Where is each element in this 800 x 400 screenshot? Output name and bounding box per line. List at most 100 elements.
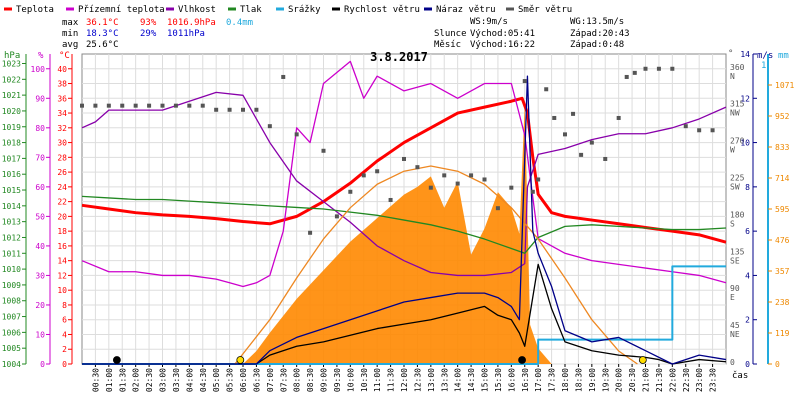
smer-vetru-point: [697, 128, 702, 133]
smer-vetru-point: [361, 173, 366, 178]
smer-vetru-point: [415, 165, 420, 170]
humidity-tick-label: 0: [40, 360, 45, 369]
stat-temp-avg: 25.6°C: [86, 40, 119, 50]
wind-tick-label: 10: [740, 139, 750, 148]
x-tick-label: 10:00: [346, 368, 355, 392]
event-marker: [518, 356, 526, 364]
smer-vetru-point: [616, 115, 621, 120]
pressure-tick-label: 1005: [2, 344, 21, 353]
x-tick-label: 09:30: [333, 368, 342, 392]
legend-label: Srážky: [288, 5, 321, 15]
unit-time: čas: [732, 370, 748, 381]
solar-tick-label: 714: [775, 174, 790, 183]
temperature-tick-label: 8: [62, 301, 67, 310]
smer-vetru-point: [455, 181, 460, 186]
stat-temp-min: 18.3°C: [86, 29, 119, 39]
prizemni-teplota-line: [81, 60, 727, 288]
x-tick-label: 14:00: [454, 368, 463, 392]
smer-vetru-point: [442, 173, 447, 178]
pressure-tick-label: 1010: [2, 265, 21, 274]
x-tick-label: 04:30: [199, 368, 208, 392]
x-tick-label: 02:00: [132, 368, 141, 392]
stat-label-avg: avg: [62, 40, 78, 50]
legend-label: Teplota: [16, 5, 54, 15]
naraz-vetru-line: [82, 75, 727, 365]
x-tick-label: 06:00: [239, 368, 248, 392]
temperature-tick-label: 30: [57, 139, 67, 148]
moonset: Západ:0:48: [570, 40, 624, 50]
direction-tick-label: NE: [730, 330, 740, 339]
x-tick-label: 23:30: [709, 368, 718, 392]
smer-vetru-point: [571, 111, 576, 116]
smer-vetru-point: [281, 74, 286, 79]
smer-vetru-point: [254, 107, 259, 112]
x-tick-label: 16:30: [521, 368, 530, 392]
direction-tick-label: S: [730, 219, 735, 228]
humidity-tick-label: 50: [35, 212, 45, 221]
x-tick-label: 17:30: [548, 368, 557, 392]
stat-rain-max: 0.4mm: [226, 18, 253, 28]
smer-vetru-point: [536, 177, 541, 182]
temperature-tick-label: 22: [57, 198, 67, 207]
text-layer: 3.8.2017 max min avg 36.1°C 18.3°C 25.6°…: [4, 17, 789, 381]
temperature-tick-label: 38: [57, 80, 67, 89]
direction-tick-label: 90: [730, 284, 740, 293]
solar-tick-label: 833: [775, 143, 790, 152]
direction-tick-label: 0: [730, 358, 735, 367]
smer-vetru-point: [187, 103, 192, 108]
x-tick-label: 19:30: [601, 368, 610, 392]
smer-vetru-point: [544, 87, 549, 92]
x-tick-label: 13:30: [440, 368, 449, 392]
smer-vetru-point: [589, 140, 594, 145]
solar-tick-label: 119: [775, 329, 790, 338]
smer-vetru-point: [120, 103, 125, 108]
stat-label-max: max: [62, 18, 79, 28]
pressure-tick-label: 1012: [2, 233, 21, 242]
smer-vetru-point: [93, 103, 98, 108]
teoreticke-zareni-line: [234, 165, 638, 365]
smer-vetru-point: [522, 79, 527, 84]
direction-tick-label: 135: [730, 247, 745, 256]
x-tick-label: 22:00: [668, 368, 677, 392]
temperature-tick-label: 14: [57, 257, 67, 266]
pressure-tick-label: 1015: [2, 186, 21, 195]
smer-vetru-point: [388, 197, 393, 202]
solar-tick-label: 238: [775, 298, 790, 307]
event-marker: [112, 356, 121, 364]
pressure-tick-label: 1016: [2, 170, 21, 179]
solar-tick-label: 1071: [775, 81, 794, 90]
direction-tick-label: 360: [730, 63, 745, 72]
x-tick-label: 14:30: [467, 368, 476, 392]
temperature-tick-label: 32: [57, 124, 67, 133]
direction-tick-label: W: [730, 146, 735, 155]
solar-tick-label: 595: [775, 205, 790, 214]
unit-wind: m/s: [757, 51, 773, 61]
stat-ws: WS:9m/s: [470, 17, 508, 27]
pressure-tick-label: 1009: [2, 281, 21, 290]
smer-vetru-point: [603, 156, 608, 161]
stat-press-min: 1011hPa: [167, 29, 205, 39]
x-tick-label: 15:30: [494, 368, 503, 392]
pressure-tick-label: 1021: [2, 91, 21, 100]
pressure-tick-label: 1023: [2, 59, 21, 68]
x-tick-label: 01:30: [118, 368, 127, 392]
pressure-tick-label: 1006: [2, 328, 21, 337]
x-tick-label: 04:00: [185, 368, 194, 392]
legend-label: Tlak: [240, 5, 262, 15]
x-tick-label: 21:00: [642, 368, 651, 392]
x-tick-label: 08:00: [293, 368, 302, 392]
stat-press-max: 1016.9hPa: [167, 18, 216, 28]
tlak-line: [81, 195, 727, 254]
smer-vetru-point: [683, 124, 688, 129]
x-tick-label: 17:00: [534, 368, 543, 392]
pressure-tick-label: 1013: [2, 218, 21, 227]
temperature-tick-label: 28: [57, 153, 67, 162]
smer-vetru-point: [710, 128, 715, 133]
stat-label-min: min: [62, 29, 78, 39]
smer-vetru-point: [632, 70, 637, 75]
direction-tick-label: NW: [730, 109, 740, 118]
series-layer: [80, 60, 727, 365]
unit-pressure: hPa: [4, 51, 20, 61]
humidity-tick-label: 80: [35, 124, 45, 133]
x-tick-label: 07:00: [266, 368, 275, 392]
